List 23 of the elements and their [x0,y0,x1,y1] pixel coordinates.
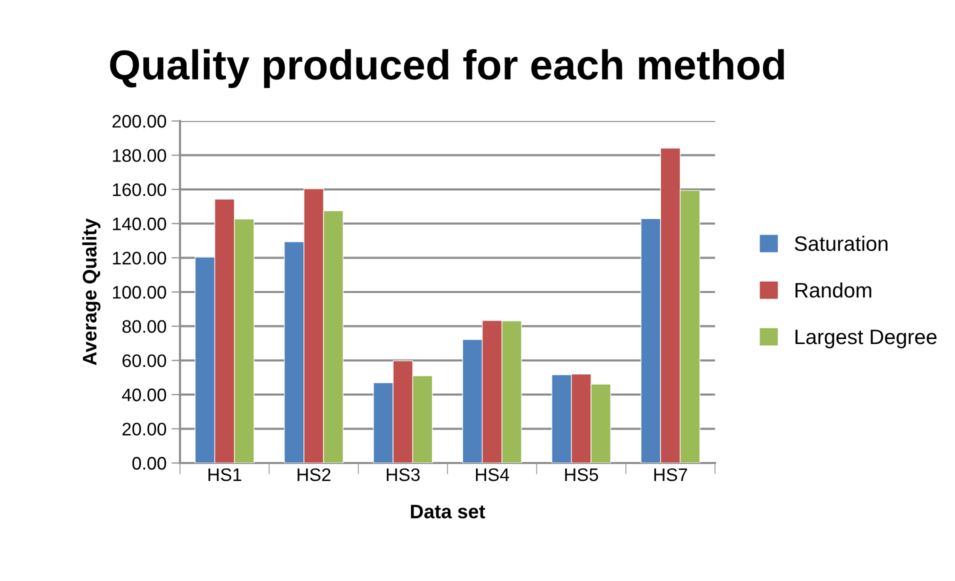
legend-label: Largest Degree [796,330,937,348]
x-tick-label: HS7 [654,468,688,482]
y-tick-label: 160.00 [112,183,166,196]
y-tick-label: 60.00 [122,354,166,368]
legend-label: Random [796,282,872,298]
x-tick-label: HS3 [386,468,420,482]
x-tick-label: HS2 [298,468,330,482]
y-tick-label: 0.00 [132,456,166,470]
y-tick-label: 80.00 [122,320,166,333]
y-tick-label: 20.00 [122,422,166,436]
y-tick-label: 120.00 [112,252,166,265]
x-tick-label: HS4 [476,468,510,482]
x-tick-label: HS1 [208,468,242,482]
y-tick-label: 200.00 [112,114,166,128]
y-tick-label: 140.00 [112,218,166,230]
chart-title: Quality produced for each method [110,49,784,88]
y-axis-title: Average Quality [82,218,100,366]
y-tick-label: 180.00 [112,149,166,162]
y-tick-label: 100.00 [112,286,166,299]
x-tick-label: HS5 [565,468,598,482]
y-tick-label: 40.00 [122,388,166,402]
x-axis-title: Data set [410,504,486,518]
legend-label: Saturation [794,236,888,252]
